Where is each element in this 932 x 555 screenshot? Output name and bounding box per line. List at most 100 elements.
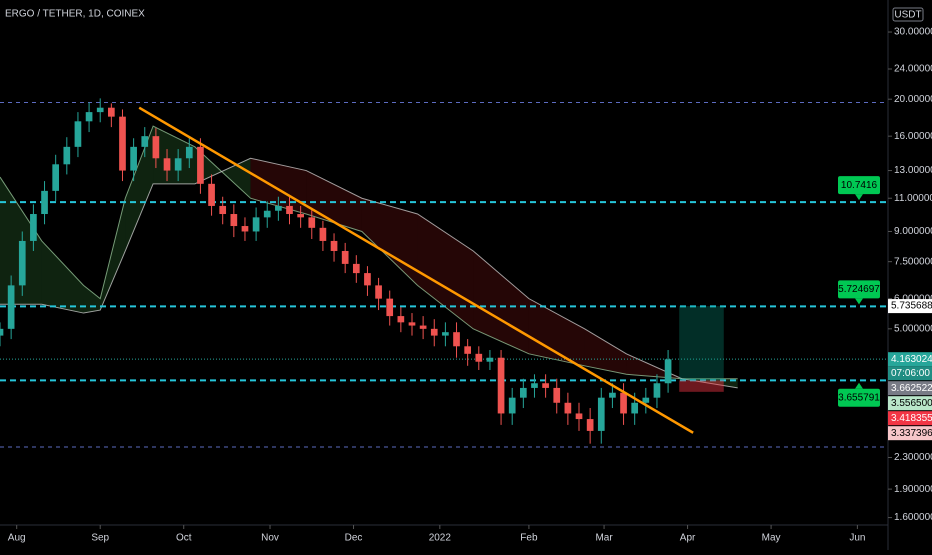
candle-body (152, 136, 160, 159)
candle-body (52, 164, 60, 191)
cloud-span-b (0, 157, 738, 389)
candle-body (442, 332, 449, 336)
axis-tag-label: 3.418355 (891, 413, 932, 424)
candle-body (319, 227, 327, 241)
y-tick-label: 1.900000 (894, 484, 932, 495)
axis-tag (888, 396, 932, 411)
cloud-segment (584, 328, 627, 375)
position-profit (679, 306, 724, 381)
cloud-segment (83, 285, 101, 314)
callout-box (838, 280, 880, 299)
y-tick-label: 11.000000 (894, 193, 932, 204)
candle-body (41, 190, 48, 215)
candle-body (252, 217, 260, 232)
cloud-segment (153, 126, 195, 184)
candle-body (286, 205, 293, 215)
cloud-segment (250, 158, 307, 215)
candle-body (486, 357, 494, 362)
cloud-segment (100, 198, 126, 311)
candle-body (330, 240, 338, 251)
candle-body (108, 107, 115, 117)
y-tick-label: 1.600000 (894, 512, 932, 523)
x-tick-label: Oct (176, 533, 192, 544)
y-tick-label: 24.000000 (894, 64, 932, 75)
axis-tag (888, 381, 932, 396)
candle-body (0, 328, 4, 336)
axis-tag-label: 3.556500 (891, 398, 932, 409)
cloud-segment (417, 214, 474, 329)
y-tick-label: 5.000000 (894, 323, 932, 334)
x-tick-label: Jun (849, 533, 865, 544)
candle-body (464, 346, 472, 354)
axis-tag (888, 411, 932, 426)
callout-label: 3.655791 (838, 392, 880, 403)
candle-body (141, 136, 149, 147)
cloud-span-a (0, 125, 738, 380)
candle-body (364, 273, 371, 286)
axis-tag (888, 352, 932, 367)
candle-body (531, 383, 538, 388)
plot-area (0, 98, 888, 448)
x-tick-label: Aug (8, 533, 26, 544)
candle-body (586, 419, 594, 431)
callout-box (838, 176, 880, 195)
y-tick-label: 20.000000 (894, 94, 932, 105)
candle-body (620, 392, 627, 414)
trendline (138, 106, 694, 434)
x-tick-label: Nov (261, 533, 279, 544)
candle-body (263, 210, 271, 218)
candle-body (375, 285, 382, 299)
candle-body (219, 205, 227, 215)
axis-tag-label: 4.163024 (891, 354, 932, 365)
y-tick-label: 6.000000 (894, 293, 932, 304)
x-tick-label: 2022 (429, 533, 452, 544)
x-tick-label: Dec (345, 533, 363, 544)
candle-body (308, 217, 316, 228)
x-tick-label: Sep (91, 533, 109, 544)
candle-body (352, 263, 360, 274)
candle-body (30, 214, 37, 241)
candle-body (497, 357, 505, 414)
y-tick-label: 13.000000 (894, 165, 932, 176)
y-tick-label: 16.000000 (894, 131, 932, 142)
cloud-segment (306, 170, 362, 232)
candle-body (564, 402, 572, 414)
candle-body (542, 383, 549, 388)
y-tick-label: 7.500000 (894, 256, 932, 267)
axis-tag-label: 3.337396 (891, 428, 932, 439)
candle-body (18, 240, 26, 286)
cloud-segment (125, 126, 154, 251)
candle-body (230, 214, 238, 227)
cloud-segment (528, 298, 585, 366)
candle-body (519, 387, 527, 398)
candle-body (453, 332, 460, 347)
callout-box (838, 388, 880, 407)
cloud-segment (0, 177, 42, 305)
candle-body (7, 285, 15, 329)
candle-body (575, 413, 583, 420)
candle-body (275, 205, 282, 211)
candle-body (130, 146, 137, 171)
candle-body (475, 353, 483, 362)
candle-body (74, 121, 82, 147)
y-tick-label: 30.000000 (894, 27, 932, 38)
candle-body (597, 397, 605, 431)
callout-arrow (855, 194, 863, 201)
candle-body (85, 112, 93, 122)
axis-tag-label: 3.662522 (891, 383, 932, 394)
candle-body (553, 387, 561, 403)
candle-body (119, 116, 126, 171)
candle-body (408, 322, 416, 326)
candle-body (653, 383, 661, 398)
cloud-segment (41, 240, 84, 314)
candle-body (163, 158, 171, 171)
currency-label: USDT (894, 10, 921, 21)
candle-body (63, 146, 71, 165)
x-tick-label: May (762, 533, 781, 544)
candle-body (241, 226, 249, 232)
candle-body (397, 316, 405, 323)
position-loss (679, 380, 724, 392)
candle-body (419, 325, 427, 329)
